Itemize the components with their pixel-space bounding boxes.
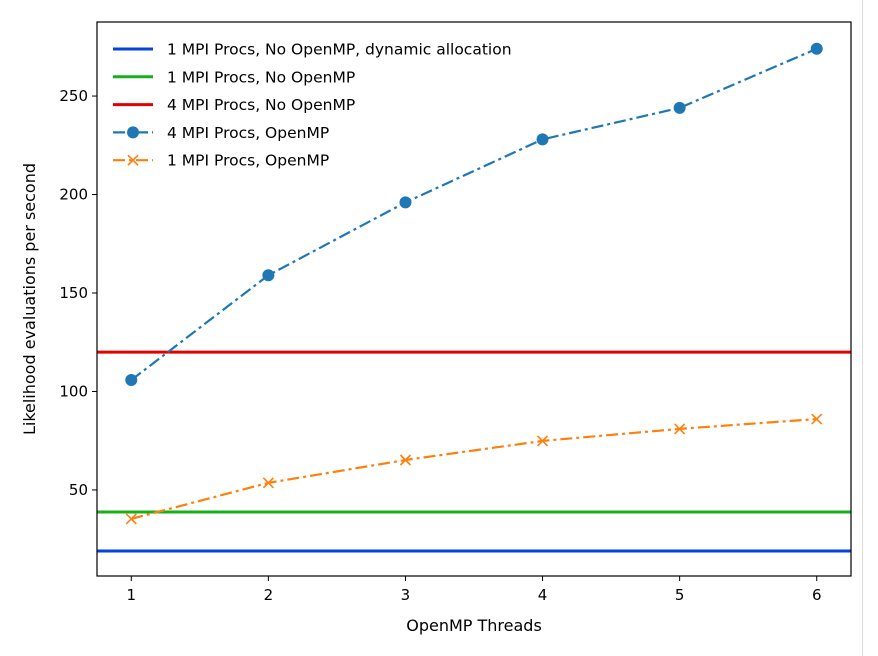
legend-label: 1 MPI Procs, OpenMP — [167, 152, 329, 170]
data-point — [399, 196, 412, 209]
x-tick-label: 1 — [126, 586, 136, 604]
legend-label: 4 MPI Procs, No OpenMP — [167, 96, 355, 114]
window-edge — [862, 0, 863, 656]
legend-label: 1 MPI Procs, No OpenMP, dynamic allocati… — [167, 41, 512, 59]
y-tick-label: 100 — [59, 382, 88, 400]
data-point — [536, 133, 549, 146]
y-tick-label: 250 — [59, 87, 88, 105]
data-point-stroke — [262, 477, 274, 489]
series-line-1 — [130, 417, 817, 520]
data-point — [536, 435, 549, 447]
plot-frame — [96, 21, 852, 577]
x-tick-label: 2 — [264, 586, 274, 604]
data-point — [674, 423, 686, 435]
x-tick-label: 6 — [812, 586, 822, 604]
y-tick-label: 150 — [59, 284, 88, 302]
legend: 1 MPI Procs, No OpenMP, dynamic allocati… — [113, 41, 512, 170]
y-tick-label: 50 — [69, 481, 88, 499]
legend-label: 1 MPI Procs, No OpenMP — [167, 68, 355, 86]
data-point-stroke — [399, 454, 412, 466]
data-point — [125, 513, 137, 525]
data-point-stroke — [674, 423, 686, 435]
legend-marker-stroke — [127, 154, 139, 166]
data-point — [399, 454, 412, 466]
data-point — [811, 413, 823, 425]
x-tick-label: 3 — [401, 586, 411, 604]
legend-marker — [127, 126, 139, 139]
x-tick-label: 5 — [675, 586, 685, 604]
data-point-stroke — [536, 435, 549, 447]
data-point — [262, 477, 274, 489]
data-point — [125, 374, 138, 387]
x-tick-label: 4 — [538, 586, 548, 604]
legend-marker — [127, 154, 139, 166]
y-tick-label: 200 — [59, 186, 88, 204]
y-axis-label: Likelihood evaluations per second — [20, 163, 39, 435]
legend-label: 4 MPI Procs, OpenMP — [167, 124, 329, 142]
data-point — [673, 101, 686, 114]
data-point — [810, 42, 823, 55]
x-axis-label: OpenMP Threads — [406, 616, 542, 635]
series-line-0 — [130, 47, 818, 381]
data-point — [262, 269, 275, 282]
data-point-stroke — [125, 513, 137, 525]
data-point-stroke — [811, 413, 823, 425]
